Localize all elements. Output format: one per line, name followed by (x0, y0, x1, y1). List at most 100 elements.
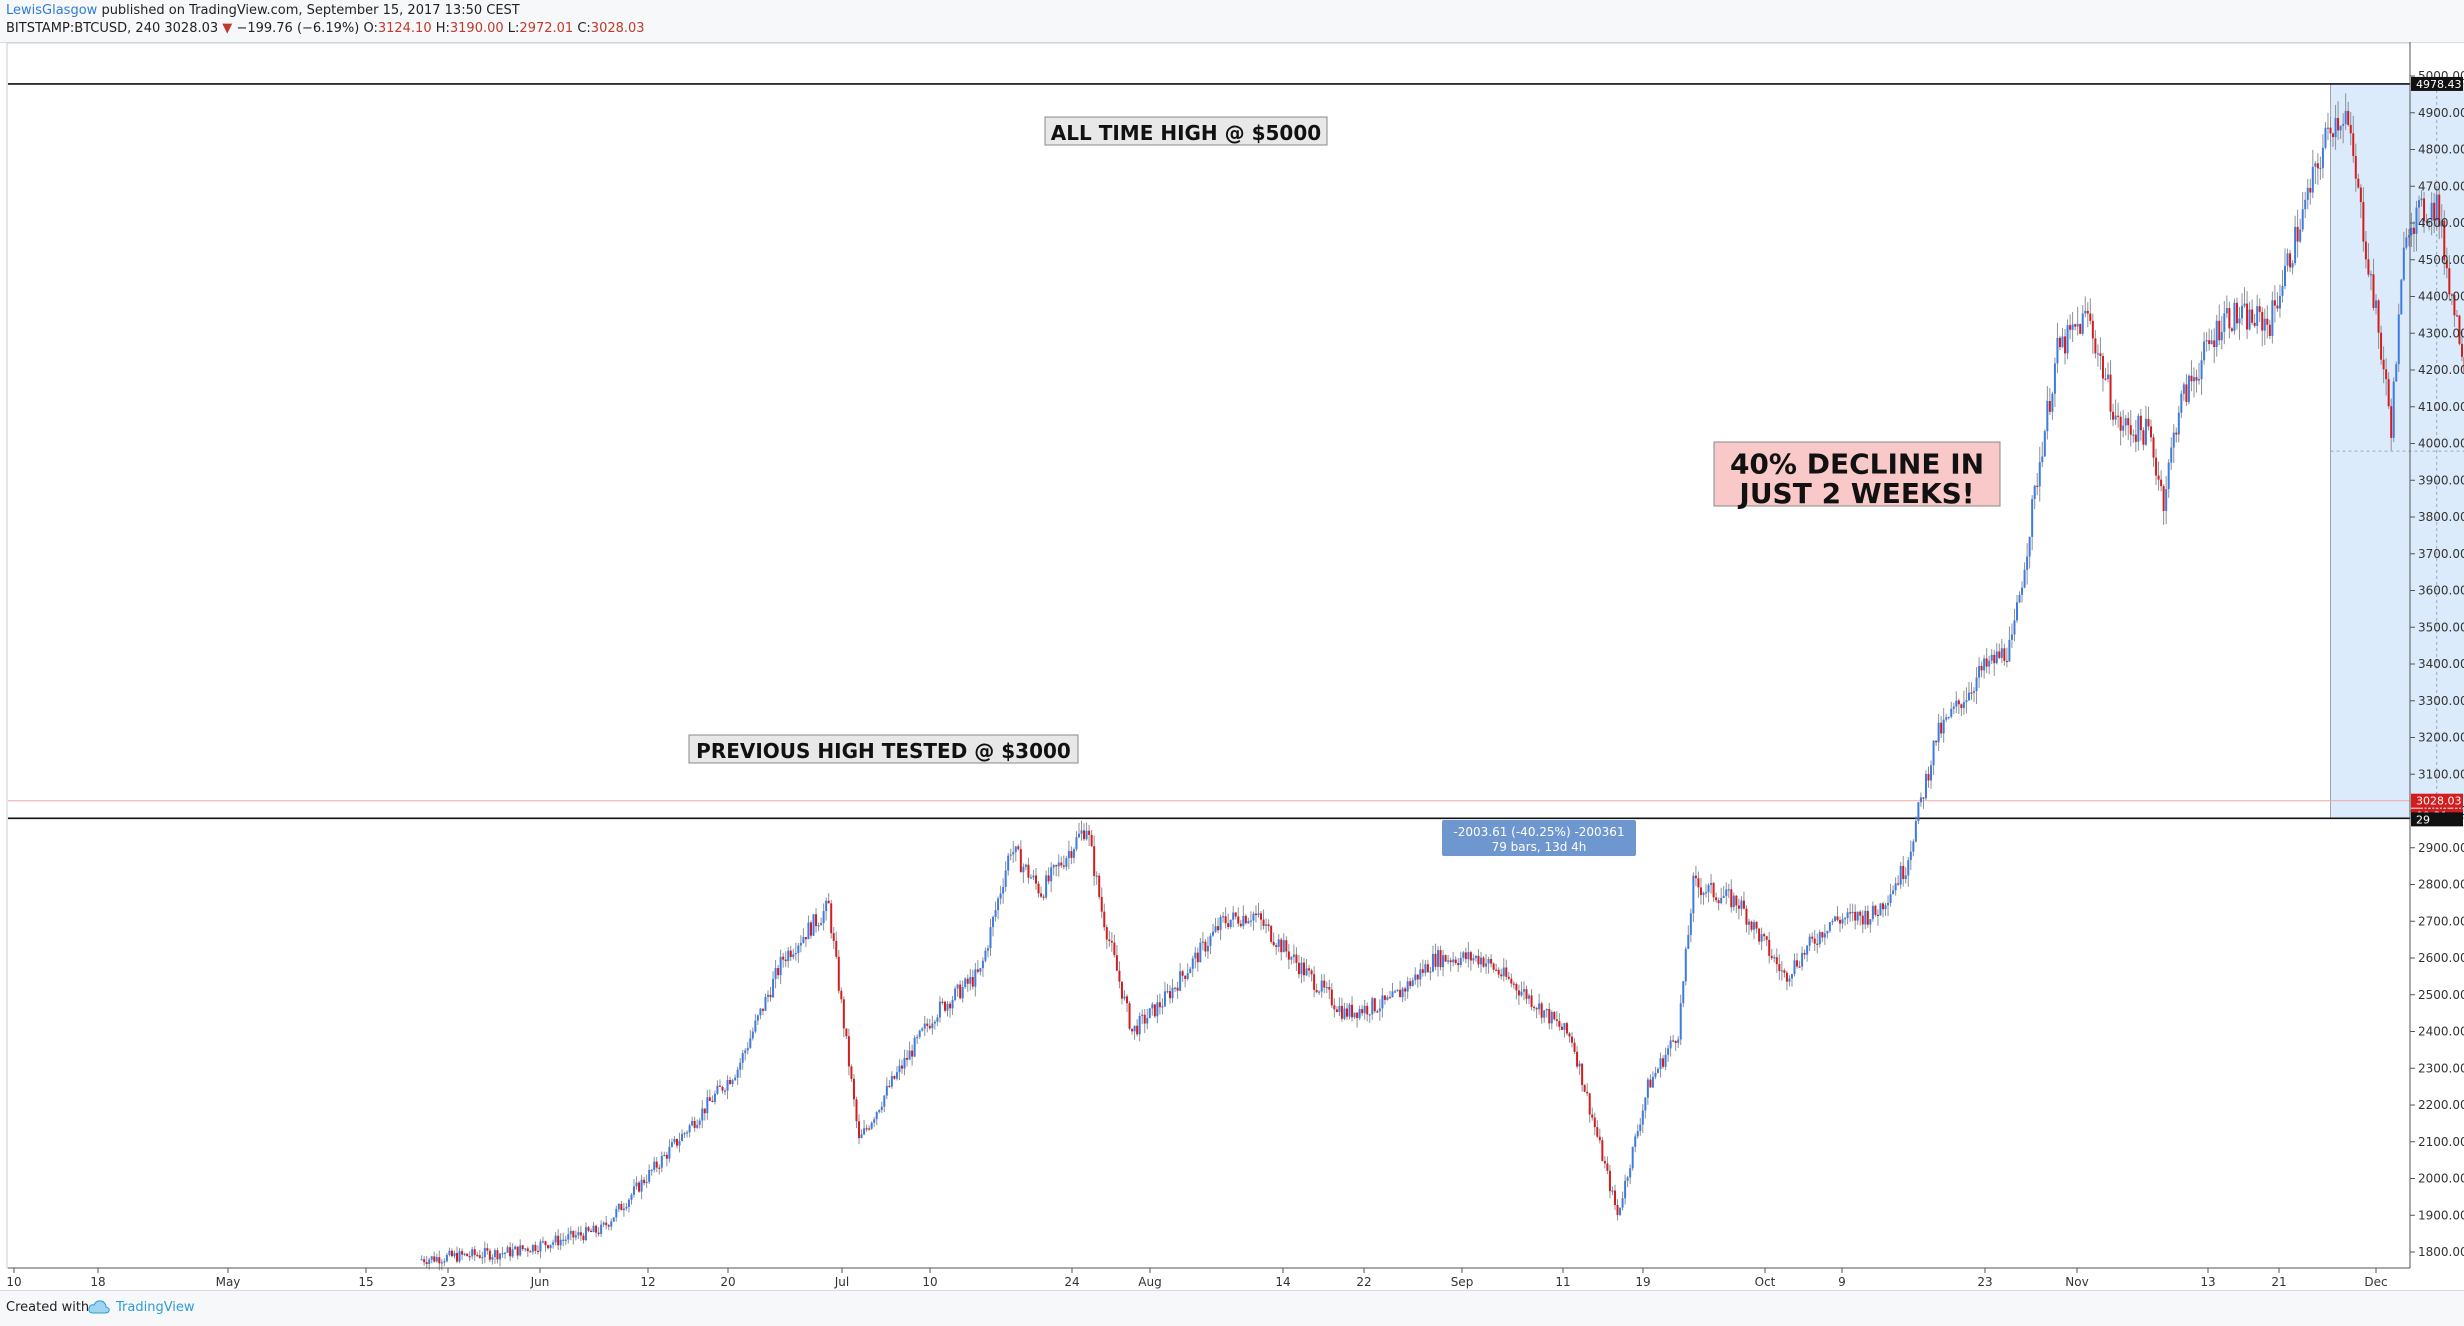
candle-body (949, 1004, 951, 1009)
author-link[interactable]: LewisGlasgow (6, 3, 97, 18)
candle-body (891, 1076, 893, 1087)
candle-body (2082, 313, 2084, 333)
candle-body (464, 1254, 466, 1255)
candle-body (855, 1099, 857, 1121)
candle-body (1257, 913, 1259, 915)
candle-body (2284, 266, 2286, 286)
time-tick-label: 11 (1555, 1275, 1570, 1289)
candle-body (825, 901, 827, 911)
candle-body (2292, 263, 2294, 267)
candle-body (1030, 877, 1032, 878)
time-tick-label: 12 (640, 1275, 655, 1289)
candle-body (2117, 416, 2119, 417)
candle-body (663, 1155, 665, 1156)
candle-body (628, 1200, 630, 1207)
candle-body (1139, 1016, 1141, 1034)
tradingview-link[interactable]: TradingView (116, 1300, 195, 1315)
candle-body (2335, 118, 2337, 137)
candle-body (1965, 700, 1967, 702)
candle-body (2324, 128, 2326, 148)
candle-body (714, 1094, 716, 1102)
candle-body (1209, 936, 1211, 946)
candle-body (931, 1024, 933, 1029)
candle-body (1531, 995, 1533, 1006)
candle-body (1624, 1181, 1626, 1198)
candle-body (2294, 227, 2296, 263)
candle-body (1298, 963, 1300, 974)
candle-body (749, 1038, 751, 1048)
candle-body (1136, 1026, 1138, 1035)
candle-body (1778, 964, 1780, 971)
candle-body (2223, 313, 2225, 332)
candle-body (1791, 974, 1793, 979)
candle-body (2142, 430, 2144, 444)
candle-body (2357, 179, 2359, 188)
price-tick-label: 3300.00 (2418, 694, 2464, 708)
candle-body (1781, 970, 1783, 971)
candle-body (2405, 237, 2407, 247)
publish-line: LewisGlasgow published on TradingView.co… (6, 3, 520, 18)
candle-body (1389, 997, 1391, 998)
candle-body (1568, 1033, 1570, 1036)
candle-body (1204, 942, 1206, 952)
candle-body (1738, 905, 1740, 908)
price-tick-label: 2800.00 (2418, 878, 2464, 892)
candle-body (1553, 1012, 1555, 1019)
candle-body (1869, 919, 1871, 924)
candle-body (833, 933, 835, 941)
candle-body (754, 1021, 756, 1032)
candle-body (2059, 338, 2061, 347)
candle-body (1192, 958, 1194, 968)
candle-body (1551, 1012, 1553, 1023)
candle-body (2375, 300, 2377, 308)
candle-body (1220, 917, 1222, 930)
candle-body (929, 1026, 931, 1028)
candle-body (1280, 939, 1282, 952)
candle-body (1867, 911, 1869, 925)
candle-body (1260, 913, 1262, 919)
price-tick-label: 3600.00 (2418, 584, 2464, 598)
candle-body (1083, 830, 1085, 839)
tradingview-cloud-icon[interactable] (88, 1299, 110, 1315)
candle-body (1354, 1013, 1356, 1018)
candle-body (1351, 1005, 1353, 1018)
candle-body (2110, 375, 2112, 412)
candle-body (1182, 971, 1184, 976)
candle-body (1247, 921, 1249, 923)
candle-body (1111, 941, 1113, 943)
candle-body (2178, 413, 2180, 435)
candle-body (2122, 426, 2124, 431)
candle-body (878, 1110, 880, 1112)
candle-body (1088, 831, 1090, 835)
candle-body (957, 985, 959, 989)
candle-body (2413, 228, 2415, 234)
candle-body (1434, 954, 1436, 967)
candle-body (1945, 717, 1947, 719)
candle-body (873, 1119, 875, 1122)
candle-body (921, 1028, 923, 1030)
price-tick-label: 1800.00 (2418, 1245, 2464, 1259)
candle-body (1794, 960, 1796, 974)
candle-body (1273, 942, 1275, 945)
time-tick-label: May (216, 1275, 241, 1289)
candle-body (2069, 325, 2071, 330)
candle-body (1053, 865, 1055, 867)
candle-body (762, 1009, 764, 1011)
candle-body (1718, 900, 1720, 903)
candle-body (686, 1132, 688, 1133)
candle-body (2208, 340, 2210, 344)
candle-body (1988, 661, 1990, 667)
ath-annotation-text: ALL TIME HIGH @ $5000 (1051, 121, 1321, 145)
candle-body (1364, 1006, 1366, 1013)
candle-body (1847, 912, 1849, 918)
candle-body (1217, 926, 1219, 930)
candle-body (2140, 416, 2142, 430)
candle-body (509, 1247, 511, 1256)
candle-body (1194, 953, 1196, 959)
time-tick-label: Aug (1138, 1275, 1161, 1289)
candle-body (456, 1253, 458, 1262)
candle-body (1720, 898, 1722, 903)
candle-body (1366, 1006, 1368, 1015)
